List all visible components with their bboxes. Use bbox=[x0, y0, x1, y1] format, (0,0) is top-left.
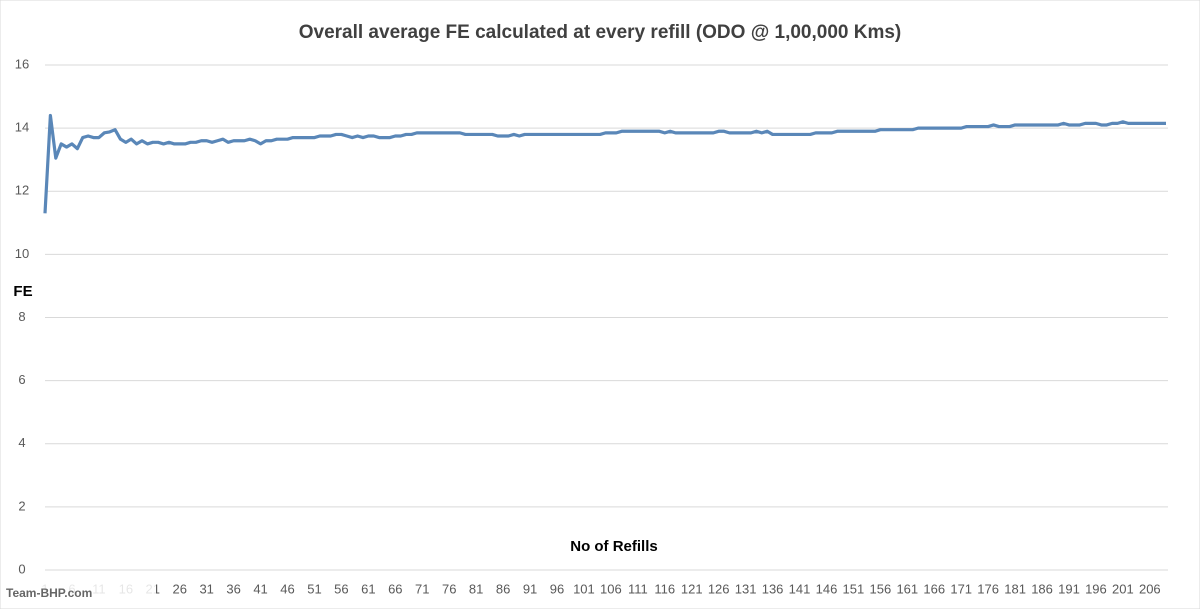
x-tick-label: 81 bbox=[469, 581, 483, 596]
x-tick-label: 36 bbox=[226, 581, 240, 596]
x-tick-label: 111 bbox=[628, 581, 648, 596]
chart-title: Overall average FE calculated at every r… bbox=[299, 22, 902, 43]
y-tick-label: 10 bbox=[15, 246, 29, 261]
x-tick-label: 61 bbox=[361, 581, 375, 596]
x-tick-label: 46 bbox=[280, 581, 294, 596]
x-tick-label: 101 bbox=[573, 581, 595, 596]
x-tick-label: 186 bbox=[1031, 581, 1053, 596]
x-tick-label: 86 bbox=[496, 581, 510, 596]
x-tick-label: 126 bbox=[708, 581, 730, 596]
x-tick-label: 41 bbox=[253, 581, 267, 596]
x-axis-title: No of Refills bbox=[570, 538, 658, 555]
x-tick-label: 76 bbox=[442, 581, 456, 596]
x-tick-label: 121 bbox=[681, 581, 703, 596]
x-tick-label: 156 bbox=[870, 581, 892, 596]
y-tick-label: 4 bbox=[18, 435, 25, 450]
x-tick-label: 31 bbox=[199, 581, 213, 596]
x-tick-label: 91 bbox=[523, 581, 537, 596]
x-tick-label: 26 bbox=[173, 581, 187, 596]
x-tick-label: 191 bbox=[1058, 581, 1080, 596]
x-tick-label: 96 bbox=[550, 581, 564, 596]
x-tick-label: 116 bbox=[654, 581, 675, 596]
x-tick-label: 71 bbox=[415, 581, 429, 596]
data-line bbox=[43, 113, 1166, 214]
watermark: Team-BHP.com bbox=[6, 586, 92, 600]
x-tick-label: 206 bbox=[1139, 581, 1161, 596]
y-tick-label: 12 bbox=[15, 183, 29, 198]
y-tick-label: 16 bbox=[15, 56, 29, 71]
y-tick-label: 2 bbox=[18, 498, 25, 513]
x-tick-label: 176 bbox=[977, 581, 999, 596]
x-tick-label: 196 bbox=[1085, 581, 1107, 596]
x-tick-label: 66 bbox=[388, 581, 402, 596]
y-tick-label: 14 bbox=[15, 120, 29, 135]
x-tick-label: 171 bbox=[950, 581, 972, 596]
y-tick-label: 0 bbox=[18, 561, 25, 576]
x-tick-label: 136 bbox=[762, 581, 784, 596]
y-tick-label: 6 bbox=[18, 372, 25, 387]
y-axis-title: FE bbox=[13, 283, 32, 300]
x-tick-label: 131 bbox=[735, 581, 757, 596]
x-tick-label: 201 bbox=[1112, 581, 1134, 596]
x-tick-label: 56 bbox=[334, 581, 348, 596]
watermark-bg bbox=[2, 578, 156, 606]
x-tick-label: 166 bbox=[923, 581, 945, 596]
x-tick-label: 146 bbox=[816, 581, 838, 596]
x-tick-label: 106 bbox=[600, 581, 622, 596]
x-tick-label: 51 bbox=[307, 581, 321, 596]
x-tick-label: 141 bbox=[789, 581, 811, 596]
x-tick-label: 181 bbox=[1004, 581, 1026, 596]
x-tick-label: 151 bbox=[843, 581, 865, 596]
y-tick-label: 8 bbox=[18, 309, 25, 324]
x-tick-label: 161 bbox=[896, 581, 918, 596]
